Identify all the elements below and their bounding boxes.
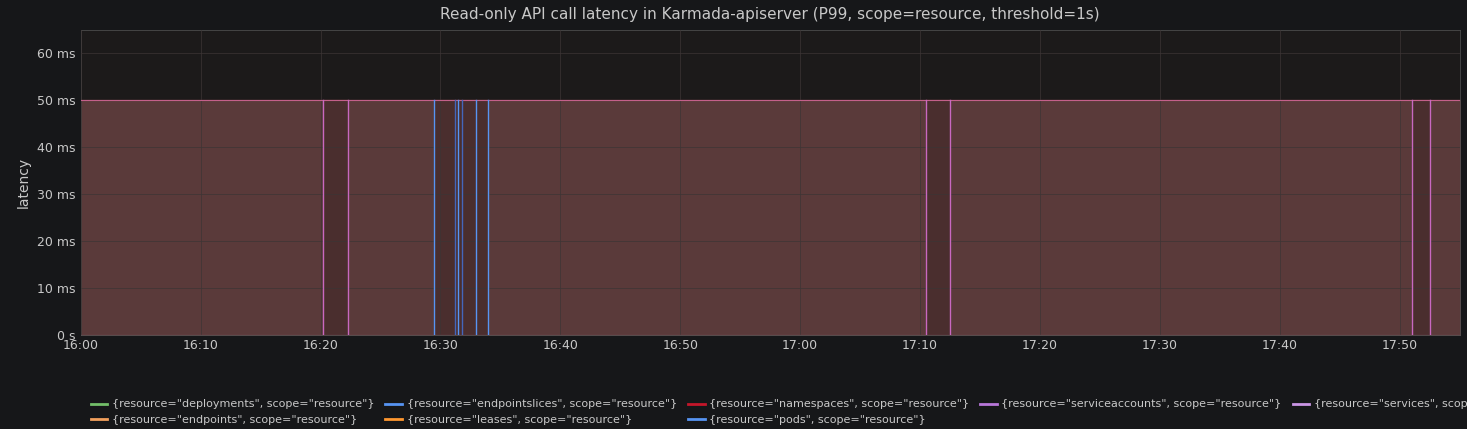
Title: Read-only API call latency in Karmada-apiserver (P99, scope=resource, threshold=: Read-only API call latency in Karmada-ap… [440, 7, 1100, 22]
Y-axis label: latency: latency [16, 157, 31, 208]
Legend: {resource="deployments", scope="resource"}, {resource="endpoints", scope="resour: {resource="deployments", scope="resource… [87, 395, 1467, 429]
